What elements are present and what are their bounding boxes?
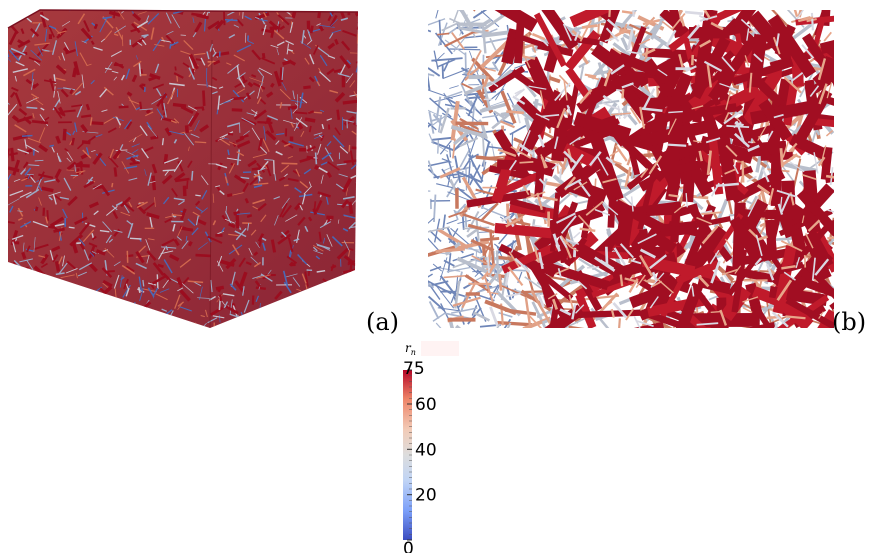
network-zoom-render (428, 10, 834, 328)
colorbar-tick-label: 0 (403, 539, 414, 553)
cube-top-edge (7, 9, 359, 29)
colorbar-title-bg (421, 341, 459, 356)
colorbar-title: rn (405, 341, 416, 357)
colorbar-tick-labels: 0 20 40 60 75 (403, 359, 437, 553)
panel-a-label: (a) (366, 308, 400, 336)
colorbar-tick-label: 40 (415, 440, 437, 460)
colorbar-gradient (403, 370, 412, 540)
panel-b-label: (b) (832, 308, 867, 336)
cube-front-edge (209, 39, 213, 329)
network-cube-render (7, 9, 359, 329)
colorbar-legend: rn 0 20 40 60 75 (403, 341, 459, 553)
zoom-network-strands (428, 10, 834, 328)
colorbar-tick-label: 60 (415, 395, 437, 415)
colorbar-tick-label: 20 (415, 486, 437, 506)
colorbar-tick-label: 75 (403, 359, 425, 379)
